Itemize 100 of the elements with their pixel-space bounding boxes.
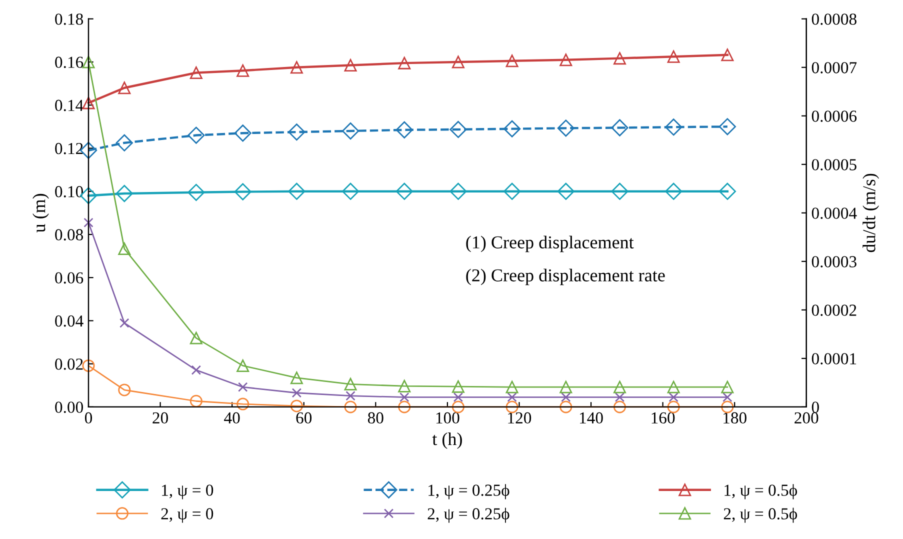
point [290, 372, 303, 384]
y-tick-label: 0.06 [55, 272, 84, 284]
point [503, 120, 521, 138]
x-tick-label: 180 [724, 412, 746, 424]
point [190, 394, 202, 408]
point [613, 400, 626, 414]
point [721, 400, 734, 414]
point [557, 120, 574, 137]
point [396, 121, 413, 138]
y2-axis-title: du/dt (m/s) [862, 174, 880, 252]
point [452, 56, 464, 68]
point [503, 182, 521, 200]
point [82, 96, 95, 110]
point [292, 388, 302, 398]
point [450, 182, 467, 200]
point [118, 242, 131, 256]
point [561, 392, 571, 402]
y2-tick-label: 0.0001 [812, 353, 856, 364]
point [346, 390, 356, 401]
y2-tick-label: 0.0002 [812, 304, 856, 316]
y-tick-label: 0.16 [55, 56, 84, 68]
annotation: (2) Creep displacement rate [466, 268, 665, 286]
point [718, 182, 736, 200]
legend-label: 2, ψ = 0.5ϕ [724, 508, 798, 523]
y-axis-title: u (m) [32, 194, 49, 232]
point [452, 380, 464, 393]
y-tick-label: 0.04 [55, 315, 84, 327]
y-tick-label: 0.18 [55, 14, 83, 25]
point [668, 392, 678, 402]
point [667, 50, 680, 63]
point [721, 48, 734, 62]
point [188, 184, 205, 201]
point [665, 118, 682, 136]
y2-tick-label: 0.0007 [812, 62, 857, 74]
point [398, 380, 411, 392]
point [450, 120, 467, 138]
y-tick-label: 0.14 [55, 100, 84, 112]
point [191, 365, 202, 375]
x-tick-label: 160 [652, 412, 675, 424]
y-tick-label: 0.10 [55, 186, 83, 198]
annotation: (1) Creep displacement [466, 236, 634, 252]
point [611, 182, 628, 200]
point [190, 66, 202, 80]
y2-tick-label: 0.0003 [812, 256, 856, 268]
legend-label: 1, ψ = 0.5ϕ [724, 484, 798, 500]
x-tick-label: 80 [368, 412, 384, 424]
point [234, 183, 252, 200]
point [721, 380, 734, 394]
point [290, 61, 303, 74]
point [342, 182, 360, 200]
point [398, 56, 411, 70]
y2-tick-label: 0.0008 [812, 14, 856, 25]
point [236, 359, 250, 372]
point [613, 52, 626, 65]
legend-label: 2, ψ = 0 [161, 508, 214, 523]
point [288, 124, 306, 141]
y2-tick-label: 0.0006 [812, 110, 857, 122]
point [718, 118, 736, 136]
point [288, 182, 306, 200]
legend-label: 1, ψ = 0.25ϕ [428, 484, 510, 500]
x-axis-title: t (h) [432, 432, 462, 449]
point [344, 400, 357, 414]
point [84, 218, 94, 228]
legend-label: 1, ψ = 0 [162, 484, 214, 500]
y-tick-label: 0.00 [55, 402, 83, 413]
point [506, 54, 518, 68]
x-tick-label: 120 [508, 412, 532, 424]
point [234, 124, 252, 142]
point [613, 380, 626, 394]
y2-tick-label: 0.0005 [812, 159, 856, 170]
point [238, 382, 248, 392]
point [507, 392, 517, 402]
point [120, 318, 130, 328]
y2-tick-label: 0 [812, 402, 819, 413]
point [236, 398, 250, 410]
y-tick-label: 0.02 [55, 358, 83, 370]
y-tick-label: 0.08 [55, 229, 83, 240]
point [722, 392, 732, 402]
point [665, 182, 682, 200]
legend-label: 2, ψ = 0.25ϕ [428, 508, 510, 523]
point [190, 332, 202, 344]
x-tick-label: 40 [224, 412, 240, 424]
point [506, 400, 518, 414]
point [344, 58, 357, 72]
point [398, 400, 411, 414]
y-tick-label: 0.12 [55, 142, 83, 154]
point [667, 400, 680, 414]
x-tick-label: 100 [436, 412, 460, 424]
point [506, 380, 518, 394]
point [452, 400, 464, 414]
point [396, 182, 413, 200]
point [560, 400, 572, 414]
point [236, 64, 250, 77]
x-tick-label: 200 [794, 412, 818, 424]
point [118, 82, 131, 94]
point [82, 359, 95, 372]
point [116, 184, 133, 202]
point [453, 392, 464, 402]
y2-tick-label: 0.0004 [812, 208, 857, 219]
point [290, 400, 303, 412]
